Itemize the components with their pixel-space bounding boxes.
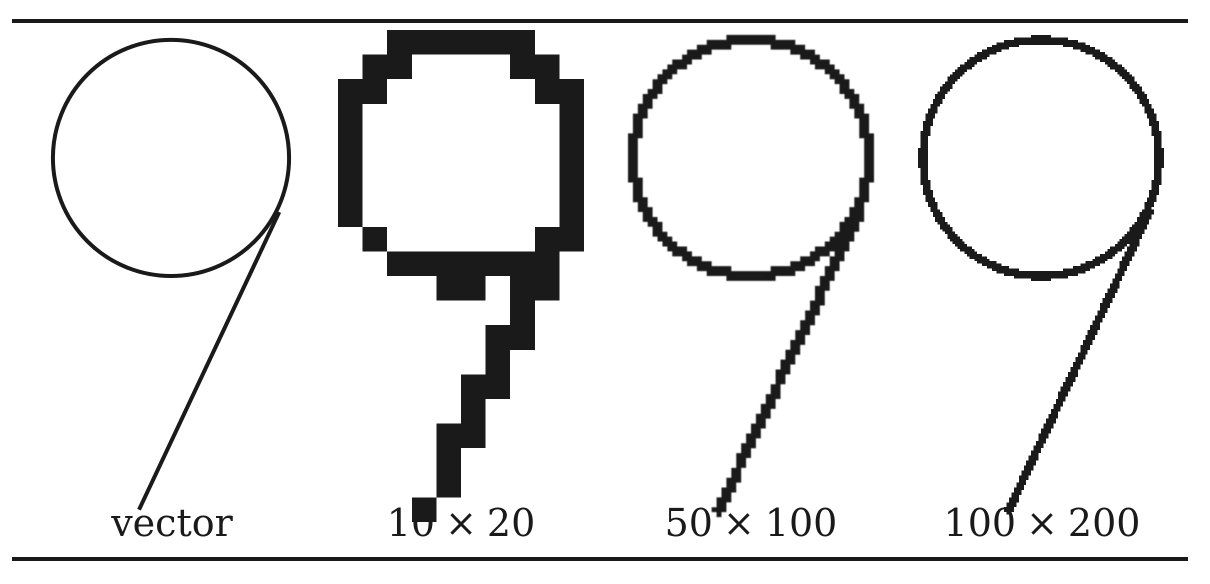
raster-nine-10x20-glyph [338, 30, 584, 522]
caption-width: 100 [943, 501, 1017, 545]
caption-width: 10 [386, 501, 436, 545]
caption-vector: vector [22, 500, 322, 546]
raster-nine-50x100-glyph [628, 34, 874, 518]
caption-height: 100 [764, 501, 838, 545]
caption-10x20: 10 × 20 [311, 500, 611, 546]
times-symbol: × [1026, 501, 1058, 545]
caption-vector-text: vector [111, 501, 233, 545]
vector-nine-loop [50, 37, 292, 278]
times-symbol: × [445, 501, 477, 545]
raster-pixel-cells [628, 34, 874, 518]
vector-nine-glyph [50, 37, 292, 511]
caption-100x200: 100 × 200 [892, 500, 1192, 546]
caption-50x100: 50 × 100 [601, 500, 901, 546]
caption-height: 20 [486, 501, 536, 545]
top-rule [12, 19, 1188, 23]
bottom-rule [12, 557, 1188, 561]
raster-nine-100x200-glyph [918, 34, 1164, 515]
caption-width: 50 [664, 501, 713, 545]
caption-height: 200 [1067, 501, 1141, 545]
raster-pixel-cells [338, 30, 584, 522]
times-symbol: × [722, 501, 755, 545]
vector-nine-tail [137, 211, 282, 511]
raster-pixel-cells [918, 34, 1164, 515]
